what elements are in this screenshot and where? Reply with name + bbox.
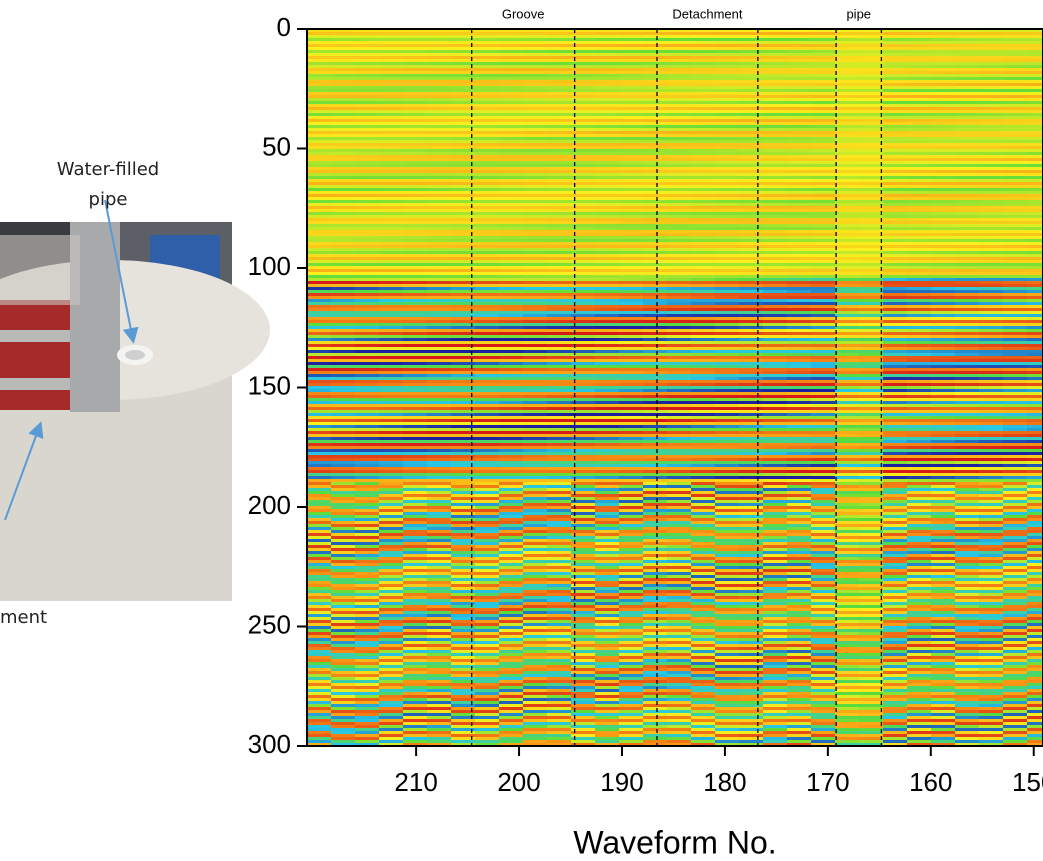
photo: Water-filled pipe ment <box>0 159 270 628</box>
heatmap <box>307 29 1043 747</box>
photo-label: ment <box>0 607 47 628</box>
photo-label: Water-filled <box>57 159 159 180</box>
photo-label: pipe <box>89 189 128 210</box>
